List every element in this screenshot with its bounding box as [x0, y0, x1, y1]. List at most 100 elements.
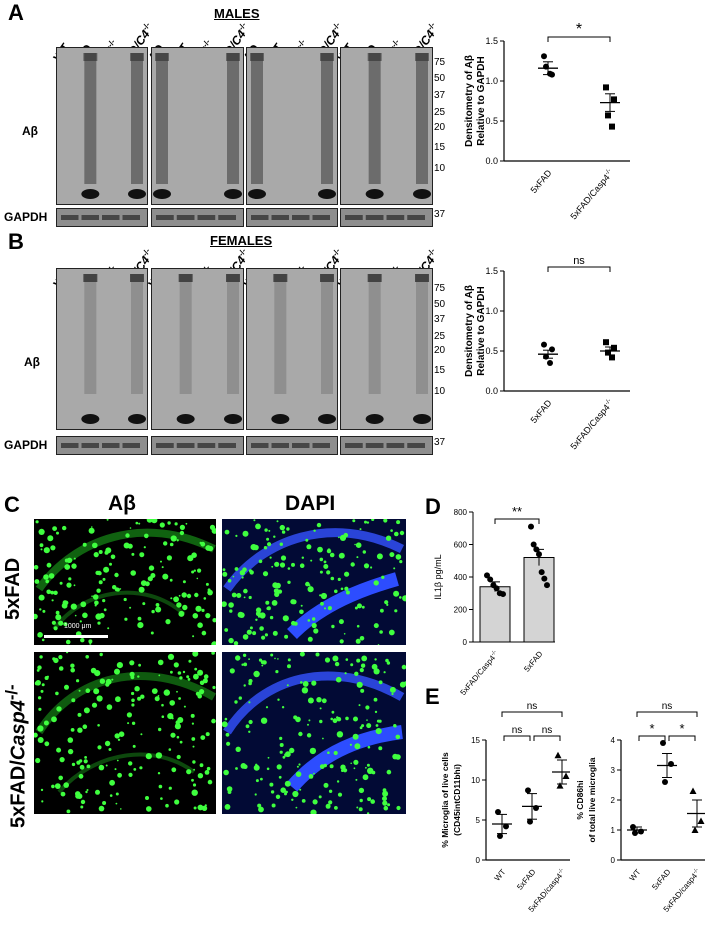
plaque-speckle [170, 535, 177, 542]
plaque-speckle [299, 609, 304, 615]
plaque-speckle [58, 620, 64, 626]
plaque-speckle [192, 635, 195, 638]
plaque-speckle [253, 670, 260, 678]
significance-label: ns [542, 725, 553, 736]
plaque-speckle [248, 719, 253, 725]
plaque-speckle [179, 740, 183, 744]
plaque-speckle [383, 519, 388, 523]
data-point [689, 787, 697, 794]
plaque-speckle [316, 697, 322, 703]
plaque-speckle [71, 762, 76, 767]
plaque-speckle [236, 593, 242, 598]
plaque-speckle [45, 579, 49, 584]
plaque-speckle [50, 590, 55, 595]
plaque-speckle [235, 767, 238, 770]
plaque-speckle [169, 700, 175, 706]
micro-dapi-5xfad-image [222, 519, 406, 645]
plaque-speckle [95, 570, 100, 575]
chart-b: 0.0 0.5 1.0 1.5 5xFAD 5xFAD/Casp4-/- Densitome… [464, 255, 630, 451]
plaque-speckle [224, 628, 229, 632]
abeta-blot-b-4 [340, 268, 433, 430]
plaque-speckle [56, 531, 59, 535]
plaque-speckle [316, 522, 322, 528]
plaque-speckle [182, 580, 186, 584]
y-axis-label: Relative to GAPDH [476, 56, 487, 145]
data-point [495, 809, 501, 815]
plaque-speckle [331, 710, 335, 714]
plaque-speckle [114, 587, 119, 592]
plaque-speckle [284, 753, 288, 757]
plaque-speckle [117, 772, 122, 778]
plaque-speckle [233, 641, 239, 645]
plaque-speckle [96, 588, 101, 593]
plaque-speckle [365, 705, 370, 710]
mw-marker: 10 [434, 386, 446, 397]
plaque-speckle [355, 778, 358, 781]
plaque-speckle [290, 599, 296, 605]
plaque-speckle [315, 652, 320, 657]
plaque-speckle [190, 713, 195, 718]
plaque-speckle [266, 537, 270, 541]
plaque-speckle [338, 619, 344, 625]
plaque-speckle [163, 541, 168, 546]
plaque-speckle [321, 698, 327, 704]
significance-label: ns [573, 255, 585, 267]
y-axis-label: (CD45intCD11bhi) [452, 764, 462, 836]
significance-bracket [547, 266, 611, 272]
plaque-speckle [313, 529, 316, 532]
plaque-speckle [269, 782, 274, 787]
plaque-speckle [55, 614, 62, 621]
plaque-speckle [151, 609, 155, 614]
plaque-speckle [170, 732, 176, 738]
plaque-speckle [309, 747, 317, 755]
plaque-speckle [313, 628, 319, 634]
micro-col-title-dapi: DAPI [285, 492, 336, 515]
plaque-speckle [327, 751, 330, 754]
y-tick-label: 3 [611, 766, 616, 775]
plaque-speckle [160, 560, 162, 563]
plaque-speckle [179, 530, 185, 536]
data-point [536, 551, 542, 558]
abeta-blot-b-2 [151, 268, 244, 430]
plaque-speckle [137, 622, 144, 629]
plaque-speckle [193, 569, 196, 572]
plaque-speckle [209, 524, 216, 530]
plaque-speckle [307, 619, 311, 622]
plaque-speckle [104, 550, 109, 555]
plaque-speckle [174, 799, 180, 805]
plaque-speckle [197, 568, 202, 573]
plaque-speckle [358, 704, 361, 707]
plaque-speckle [350, 663, 354, 667]
plaque-speckle [278, 775, 282, 779]
plaque-speckle [93, 688, 100, 695]
plaque-speckle [176, 602, 182, 608]
plaque-speckle [345, 590, 350, 595]
plaque-speckle [285, 790, 288, 794]
panel-letter-b: B [8, 229, 24, 254]
plaque-speckle [293, 715, 298, 720]
plaque-speckle [313, 772, 315, 775]
y-tick-label: 400 [454, 573, 468, 582]
plaque-speckle [340, 587, 344, 591]
plaque-speckle [273, 588, 279, 594]
plaque-speckle [125, 533, 130, 538]
plaque-speckle [207, 589, 213, 596]
plaque-speckle [114, 733, 120, 739]
plaque-speckle [92, 542, 98, 549]
plaque-speckle [193, 806, 197, 810]
data-point [541, 341, 547, 348]
abeta-blot-a-2 [151, 47, 244, 205]
plaque-speckle [322, 737, 324, 740]
plaque-speckle [66, 582, 72, 588]
plaque-speckle [267, 756, 270, 759]
plaque-speckle [204, 804, 207, 807]
significance-label: ns [662, 701, 673, 712]
plaque-speckle [382, 790, 389, 797]
y-tick-label: 600 [454, 541, 468, 550]
plaque-speckle [67, 748, 74, 755]
plaque-speckle [306, 733, 312, 738]
gapdh-mw-a: 37 [434, 209, 446, 220]
plaque-speckle [261, 635, 266, 640]
plaque-speckle [40, 788, 44, 792]
plaque-speckle [371, 519, 375, 521]
